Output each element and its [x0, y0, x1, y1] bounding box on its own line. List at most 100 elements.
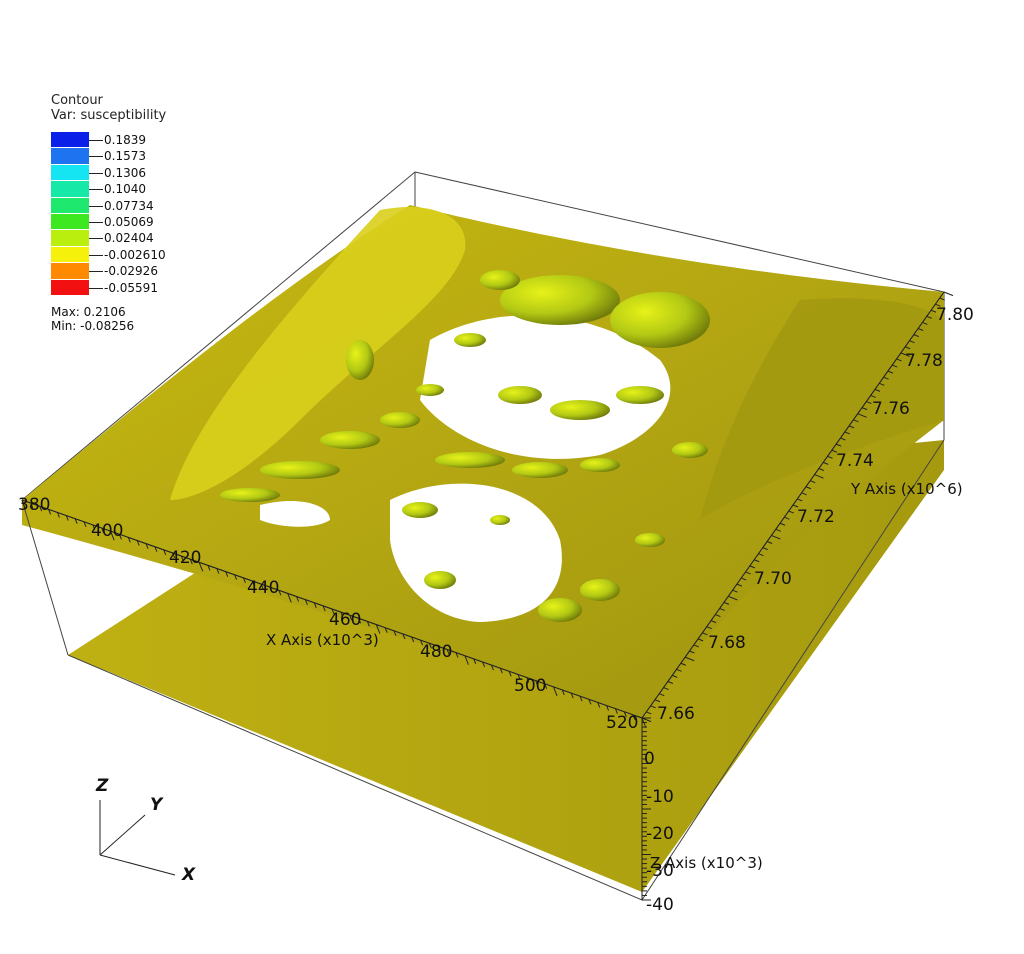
axis-tick — [437, 646, 441, 652]
axis-tick — [715, 614, 721, 618]
axis-tick — [322, 605, 326, 612]
z-tick-label: -40 — [646, 895, 674, 915]
axis-tick — [207, 565, 211, 571]
x-tick-label: 520 — [606, 713, 638, 733]
axis-tick — [663, 687, 669, 691]
axis-tick — [614, 708, 618, 714]
axis-tick — [21, 499, 27, 510]
axis-tick — [65, 515, 69, 521]
axis-tick — [552, 686, 558, 697]
z-tick-label: -20 — [646, 824, 674, 844]
axis-tick — [375, 624, 381, 634]
axis-tick — [710, 620, 717, 624]
axis-tick — [269, 587, 273, 593]
axis-tick — [402, 633, 406, 640]
legend-tick — [89, 271, 103, 273]
axis-tick — [659, 693, 665, 697]
axis-tick — [844, 431, 850, 435]
axis-tick — [30, 502, 34, 509]
axis-tick — [242, 577, 246, 584]
axis-tick — [857, 413, 867, 418]
axis-tick — [428, 643, 432, 649]
triad-x-label: X — [181, 865, 196, 885]
axis-tick — [455, 652, 459, 658]
axis-tick — [508, 671, 512, 677]
axis-tick — [896, 358, 902, 362]
axis-tick — [92, 524, 96, 531]
isosurface-holes — [260, 315, 671, 622]
right-ridge — [700, 298, 944, 520]
axis-tick — [384, 627, 388, 633]
legend-value: 0.1573 — [104, 149, 146, 164]
axis-tick — [814, 474, 824, 479]
y-tick-label: 7.70 — [754, 569, 792, 589]
axis-tick — [922, 321, 928, 325]
legend-tick — [89, 205, 103, 207]
axis-tick — [287, 593, 292, 603]
axis-tick — [848, 425, 855, 429]
axis-tick — [689, 650, 695, 654]
axis-tick — [535, 680, 539, 686]
legend-value: 0.1040 — [104, 182, 146, 197]
axis-tick — [719, 607, 725, 611]
axis-tick — [597, 702, 601, 708]
axis-tick — [56, 512, 60, 518]
x-tick-label: 380 — [18, 495, 50, 515]
y-axis-title: Y Axis (x10^6) — [850, 480, 963, 498]
axis-tick — [278, 590, 282, 596]
triad-z-label: Z — [95, 776, 109, 796]
axis-tick — [779, 522, 786, 526]
legend-value: 0.05069 — [104, 215, 154, 229]
axis-tick — [892, 364, 898, 368]
axis-tick — [831, 449, 838, 453]
axis-tick — [741, 577, 747, 581]
x-tick-label: 500 — [514, 676, 546, 696]
legend-value: -0.05591 — [104, 280, 158, 295]
legend-tick — [89, 287, 103, 289]
axis-tick — [870, 394, 876, 398]
axis-tick — [331, 608, 335, 615]
axis-tick — [917, 328, 924, 331]
axis-tick — [792, 504, 799, 508]
axis-tick — [145, 543, 149, 549]
axis-tick — [39, 506, 43, 512]
axis-tick — [900, 352, 911, 357]
y-tick-label: 7.72 — [797, 507, 835, 527]
legend-tick — [89, 172, 103, 174]
axis-tick — [420, 639, 424, 646]
axis-tick — [588, 699, 592, 705]
legend-value: 0.1306 — [104, 165, 146, 180]
legend-tick — [89, 238, 103, 240]
legend-color-swatch — [51, 246, 89, 263]
axis-tick — [818, 468, 825, 471]
axis-tick — [943, 291, 954, 297]
axis-tick — [623, 711, 627, 717]
axis-tick — [853, 419, 859, 423]
axis-tick — [48, 509, 52, 515]
axis-tick — [693, 644, 699, 648]
z-axis-title: Z Axis (x10^3) — [650, 854, 763, 872]
axis-tick — [464, 655, 469, 665]
legend-color-swatch — [51, 263, 89, 279]
axis-tick — [358, 618, 362, 624]
axis-tick — [672, 674, 678, 678]
axis-tick — [797, 498, 803, 502]
y-tick-label: 7.80 — [936, 305, 974, 325]
legend-tick — [89, 254, 103, 256]
axis-tick — [684, 656, 695, 662]
x-tick-label: 440 — [247, 578, 279, 598]
axis-tick — [189, 558, 193, 565]
x-tick-label: 480 — [420, 642, 452, 662]
x-axis — [21, 499, 647, 728]
axis-tick — [909, 340, 915, 344]
axis-tick — [697, 638, 704, 642]
axis-tick — [366, 621, 370, 627]
z-tick-label: -10 — [646, 787, 674, 807]
axis-tick — [340, 611, 344, 618]
axis-tick — [154, 546, 158, 552]
axis-tick — [823, 461, 829, 465]
axis-tick — [702, 632, 708, 636]
axis-tick — [251, 580, 255, 587]
